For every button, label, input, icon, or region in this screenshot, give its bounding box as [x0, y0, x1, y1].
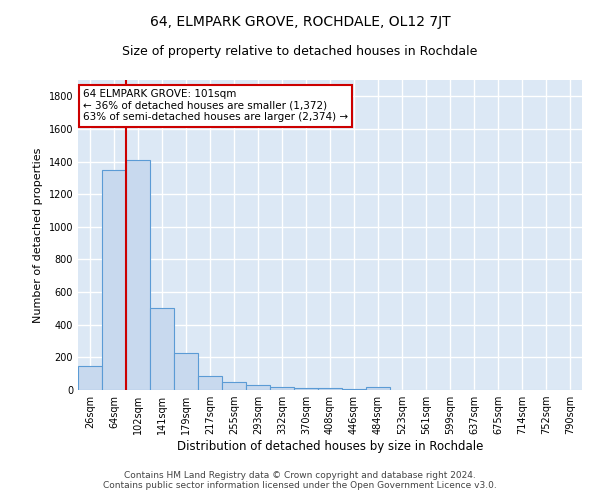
X-axis label: Distribution of detached houses by size in Rochdale: Distribution of detached houses by size … [177, 440, 483, 453]
Bar [102, 170, 126, 390]
Bar [78, 366, 102, 390]
Text: Contains HM Land Registry data © Crown copyright and database right 2024.
Contai: Contains HM Land Registry data © Crown c… [103, 470, 497, 490]
Bar [294, 388, 318, 390]
Text: Size of property relative to detached houses in Rochdale: Size of property relative to detached ho… [122, 45, 478, 58]
Bar [270, 386, 294, 390]
Bar [150, 308, 174, 390]
Bar [366, 386, 390, 390]
Bar [222, 382, 246, 390]
Y-axis label: Number of detached properties: Number of detached properties [33, 148, 43, 322]
Bar [174, 353, 198, 390]
Text: 64 ELMPARK GROVE: 101sqm
← 36% of detached houses are smaller (1,372)
63% of sem: 64 ELMPARK GROVE: 101sqm ← 36% of detach… [83, 90, 348, 122]
Bar [126, 160, 150, 390]
Bar [342, 389, 366, 390]
Bar [318, 388, 342, 390]
Text: 64, ELMPARK GROVE, ROCHDALE, OL12 7JT: 64, ELMPARK GROVE, ROCHDALE, OL12 7JT [149, 15, 451, 29]
Bar [198, 376, 222, 390]
Bar [246, 385, 270, 390]
